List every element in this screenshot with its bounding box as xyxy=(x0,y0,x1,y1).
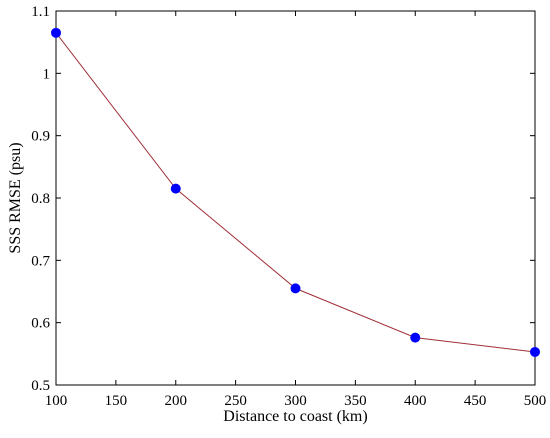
x-tick-label: 250 xyxy=(224,393,247,409)
data-point xyxy=(51,27,61,38)
y-tick-label: 0.8 xyxy=(31,191,50,207)
x-tick-label: 150 xyxy=(105,393,128,409)
y-tick-label: 0.6 xyxy=(31,316,50,332)
data-point xyxy=(410,332,421,343)
series-group xyxy=(51,27,540,357)
x-axis-ticks: 100 150 200 250 300 350 400 450 500 xyxy=(45,11,547,409)
x-tick-label: 300 xyxy=(284,393,307,409)
y-tick-label: 0.9 xyxy=(31,129,50,145)
x-tick-label: 450 xyxy=(464,393,487,409)
y-tick-label: 0.5 xyxy=(31,378,50,394)
x-tick-label: 500 xyxy=(524,393,547,409)
data-point xyxy=(170,183,181,194)
data-point xyxy=(290,283,301,294)
y-axis-ticks: 0.5 0.6 0.7 0.8 0.9 1 1.1 xyxy=(31,4,535,394)
x-tick-label: 350 xyxy=(344,393,367,409)
plot-area xyxy=(55,10,536,386)
data-point xyxy=(530,346,540,357)
y-tick-label: 0.7 xyxy=(31,253,50,269)
x-axis-label: Distance to coast (km) xyxy=(223,408,367,425)
y-tick-label: 1 xyxy=(43,66,51,82)
y-axis-label: SSS RMSE (psu) xyxy=(7,142,24,253)
y-tick-label: 1.1 xyxy=(31,4,50,20)
x-tick-label: 200 xyxy=(165,393,188,409)
x-tick-label: 100 xyxy=(45,393,68,409)
x-tick-label: 400 xyxy=(404,393,427,409)
